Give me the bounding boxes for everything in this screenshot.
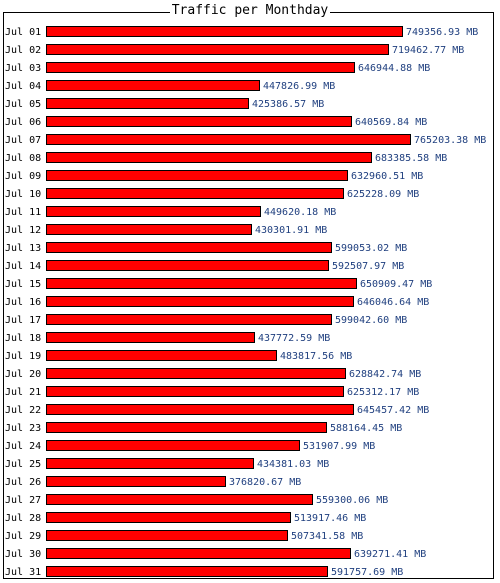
traffic-bar <box>46 188 344 199</box>
day-label: Jul 21 <box>5 387 41 398</box>
day-label: Jul 01 <box>5 27 41 38</box>
traffic-bar <box>46 548 351 559</box>
traffic-bar <box>46 440 300 451</box>
day-label: Jul 29 <box>5 531 41 542</box>
value-label: 591757.69 MB <box>331 567 403 578</box>
value-label: 483817.56 MB <box>280 351 352 362</box>
value-label: 640569.84 MB <box>355 117 427 128</box>
day-label: Jul 11 <box>5 207 41 218</box>
value-label: 425386.57 MB <box>252 99 324 110</box>
day-label: Jul 05 <box>5 99 41 110</box>
chart-title-text: Traffic per Monthday <box>169 3 331 18</box>
value-label: 632960.51 MB <box>351 171 423 182</box>
day-label: Jul 15 <box>5 279 41 290</box>
traffic-bar <box>46 152 372 163</box>
value-label: 625228.09 MB <box>347 189 419 200</box>
value-label: 639271.41 MB <box>354 549 426 560</box>
value-label: 592507.97 MB <box>332 261 404 272</box>
traffic-bar <box>46 242 332 253</box>
value-label: 646944.88 MB <box>358 63 430 74</box>
day-label: Jul 08 <box>5 153 41 164</box>
value-label: 588164.45 MB <box>330 423 402 434</box>
traffic-bar <box>46 296 354 307</box>
traffic-bar <box>46 206 261 217</box>
day-label: Jul 16 <box>5 297 41 308</box>
day-label: Jul 17 <box>5 315 41 326</box>
traffic-bar <box>46 260 329 271</box>
traffic-bar <box>46 224 252 235</box>
day-label: Jul 19 <box>5 351 41 362</box>
value-label: 650909.47 MB <box>360 279 432 290</box>
value-label: 645457.42 MB <box>357 405 429 416</box>
day-label: Jul 27 <box>5 495 41 506</box>
traffic-bar <box>46 404 354 415</box>
traffic-bar <box>46 512 291 523</box>
traffic-bar <box>46 422 327 433</box>
traffic-bar <box>46 332 255 343</box>
traffic-bar <box>46 134 411 145</box>
value-label: 430301.91 MB <box>255 225 327 236</box>
day-label: Jul 24 <box>5 441 41 452</box>
traffic-bar <box>46 62 355 73</box>
day-label: Jul 13 <box>5 243 41 254</box>
day-label: Jul 04 <box>5 81 41 92</box>
value-label: 449620.18 MB <box>264 207 336 218</box>
value-label: 513917.46 MB <box>294 513 366 524</box>
traffic-bar <box>46 98 249 109</box>
value-label: 531907.99 MB <box>303 441 375 452</box>
day-label: Jul 14 <box>5 261 41 272</box>
day-label: Jul 10 <box>5 189 41 200</box>
value-label: 625312.17 MB <box>347 387 419 398</box>
value-label: 719462.77 MB <box>392 45 464 56</box>
chart-title: Traffic per Monthday <box>0 3 500 19</box>
traffic-bar <box>46 566 328 577</box>
day-label: Jul 18 <box>5 333 41 344</box>
traffic-bar <box>46 368 346 379</box>
traffic-bar <box>46 278 357 289</box>
value-label: 646046.64 MB <box>357 297 429 308</box>
traffic-bar <box>46 476 226 487</box>
traffic-bar <box>46 170 348 181</box>
traffic-bar <box>46 386 344 397</box>
traffic-bar <box>46 350 277 361</box>
day-label: Jul 31 <box>5 567 41 578</box>
value-label: 683385.58 MB <box>375 153 447 164</box>
value-label: 559300.06 MB <box>316 495 388 506</box>
day-label: Jul 20 <box>5 369 41 380</box>
day-label: Jul 25 <box>5 459 41 470</box>
value-label: 765203.38 MB <box>414 135 486 146</box>
value-label: 447826.99 MB <box>263 81 335 92</box>
traffic-bar <box>46 314 332 325</box>
day-label: Jul 09 <box>5 171 41 182</box>
day-label: Jul 03 <box>5 63 41 74</box>
traffic-bar <box>46 116 352 127</box>
day-label: Jul 23 <box>5 423 41 434</box>
day-label: Jul 07 <box>5 135 41 146</box>
value-label: 434381.03 MB <box>257 459 329 470</box>
value-label: 599053.02 MB <box>335 243 407 254</box>
day-label: Jul 02 <box>5 45 41 56</box>
value-label: 507341.58 MB <box>291 531 363 542</box>
traffic-bar <box>46 80 260 91</box>
day-label: Jul 06 <box>5 117 41 128</box>
day-label: Jul 28 <box>5 513 41 524</box>
value-label: 437772.59 MB <box>258 333 330 344</box>
day-label: Jul 26 <box>5 477 41 488</box>
day-label: Jul 12 <box>5 225 41 236</box>
day-label: Jul 30 <box>5 549 41 560</box>
value-label: 599042.60 MB <box>335 315 407 326</box>
traffic-bar <box>46 26 403 37</box>
traffic-bar <box>46 494 313 505</box>
value-label: 749356.93 MB <box>406 27 478 38</box>
value-label: 628842.74 MB <box>349 369 421 380</box>
day-label: Jul 22 <box>5 405 41 416</box>
traffic-bar <box>46 530 288 541</box>
traffic-bar <box>46 44 389 55</box>
traffic-bar <box>46 458 254 469</box>
value-label: 376820.67 MB <box>229 477 301 488</box>
